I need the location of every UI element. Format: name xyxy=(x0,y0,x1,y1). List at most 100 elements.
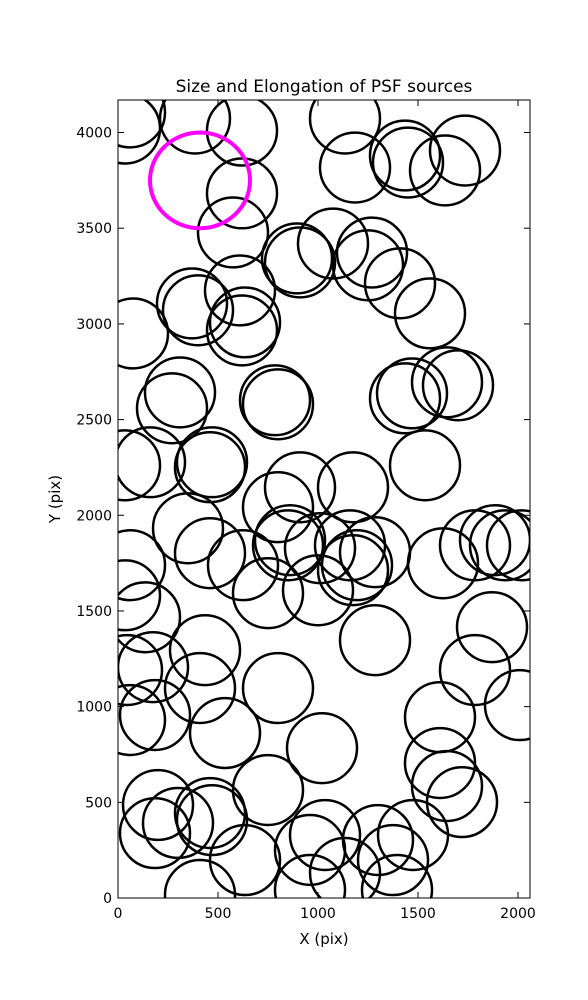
psf-ellipse xyxy=(118,678,192,752)
psf-ellipse xyxy=(281,554,355,627)
psf-ellipse xyxy=(161,274,235,347)
psf-ellipse xyxy=(118,529,167,602)
psf-ellipse xyxy=(318,131,392,204)
psf-ellipse xyxy=(368,119,442,192)
psf-ellipse xyxy=(338,604,412,677)
psf-ellipse xyxy=(356,823,430,897)
x-tick-label: 0 xyxy=(114,906,123,922)
chart-title: Size and Elongation of PSF sources xyxy=(176,77,473,97)
psf-ellipse xyxy=(468,509,530,582)
psf-ellipse xyxy=(308,100,382,155)
psf-ellipse xyxy=(205,294,279,367)
y-tick-label: 3000 xyxy=(76,317,112,333)
psf-ellipse xyxy=(260,222,334,295)
psf-ellipse xyxy=(341,803,415,877)
psf-ellipse xyxy=(375,357,449,430)
psf-ellipse xyxy=(241,368,315,441)
psf-ellipse xyxy=(175,783,249,857)
psf-ellipse xyxy=(376,798,450,872)
psf-ellipse xyxy=(155,267,229,340)
psf-ellipse xyxy=(118,297,170,370)
psf-ellipse xyxy=(205,157,279,230)
psf-ellipse xyxy=(118,633,164,707)
y-tick-label: 1000 xyxy=(76,700,112,716)
psf-ellipse xyxy=(273,853,347,898)
psf-ellipse xyxy=(188,696,262,770)
psf-ellipse xyxy=(371,126,445,199)
psf-ellipse xyxy=(288,798,362,872)
psf-ellipse xyxy=(241,471,315,544)
psf-ellipse xyxy=(238,364,312,437)
psf-ellipse xyxy=(118,581,182,654)
psf-ellipse xyxy=(206,529,280,602)
psf-ellipse xyxy=(428,114,502,187)
psf-ellipse xyxy=(118,426,187,499)
psf-ellipse xyxy=(241,651,315,725)
psf-ellipse xyxy=(118,100,167,149)
psf-ellipse xyxy=(231,753,305,827)
psf-ellipse xyxy=(410,749,484,823)
y-tick-label: 2000 xyxy=(76,508,112,524)
psf-ellipse xyxy=(231,556,305,630)
psf-ellipse xyxy=(455,591,529,664)
psf-ellipse xyxy=(118,796,192,870)
psf-ellipse xyxy=(151,492,225,565)
x-tick-label: 500 xyxy=(205,906,232,922)
psf-ellipse xyxy=(408,134,482,207)
psf-ellipse xyxy=(483,668,530,742)
psf-ellipse xyxy=(393,277,467,350)
psf-ellipse xyxy=(163,651,237,725)
psf-ellipse xyxy=(143,356,217,429)
psf-ellipse xyxy=(121,768,195,842)
psf-ellipse xyxy=(410,346,484,419)
y-tick-label: 1500 xyxy=(76,604,112,620)
psf-ellipse xyxy=(163,858,237,898)
x-tick-label: 1000 xyxy=(300,906,336,922)
y-tick-label: 3500 xyxy=(76,221,112,237)
psf-ellipse xyxy=(173,776,247,850)
psf-ellipse xyxy=(316,451,390,524)
psf-ellipse xyxy=(308,836,382,898)
psf-ellipse xyxy=(173,516,247,590)
psf-ellipse xyxy=(205,100,279,167)
psf-ellipse xyxy=(253,503,327,577)
psf-ellipse xyxy=(296,207,370,280)
psf-ellipse xyxy=(168,614,242,687)
x-tick-label: 1500 xyxy=(400,906,436,922)
psf-ellipse xyxy=(208,286,282,359)
psf-ellipse xyxy=(335,216,409,289)
plot-area xyxy=(118,100,530,898)
plot-frame xyxy=(117,99,531,899)
psf-ellipse xyxy=(388,429,462,502)
psf-ellipse xyxy=(118,429,162,502)
psf-ellipse xyxy=(118,100,162,165)
psf-ellipse xyxy=(196,196,270,269)
y-tick-label: 500 xyxy=(85,795,112,811)
y-tick-label: 4000 xyxy=(76,126,112,142)
psf-ellipse xyxy=(485,509,530,582)
psf-ellipse xyxy=(251,509,325,582)
psf-ellipse xyxy=(118,631,190,704)
psf-ellipse xyxy=(203,254,277,327)
y-tick-label: 2500 xyxy=(76,413,112,429)
psf-ellipse xyxy=(118,559,162,632)
psf-ellipse xyxy=(438,633,512,707)
psf-ellipse xyxy=(175,426,249,499)
psf-ellipse xyxy=(118,683,167,757)
psf-ellipse xyxy=(403,726,477,800)
psf-ellipse xyxy=(263,226,337,299)
psf-ellipse xyxy=(421,349,495,422)
psf-ellipse xyxy=(403,680,477,754)
psf-ellipse xyxy=(458,503,530,577)
y-tick-label: 0 xyxy=(103,891,112,907)
psf-ellipse xyxy=(425,765,499,839)
psf-ellipse xyxy=(135,372,209,445)
psf-ellipse xyxy=(208,823,282,897)
psf-ellipse xyxy=(360,853,434,898)
psf-ellipse xyxy=(263,451,337,524)
psf-ellipse xyxy=(158,100,232,155)
psf-ellipse xyxy=(316,534,390,607)
x-tick-label: 2000 xyxy=(500,906,536,922)
